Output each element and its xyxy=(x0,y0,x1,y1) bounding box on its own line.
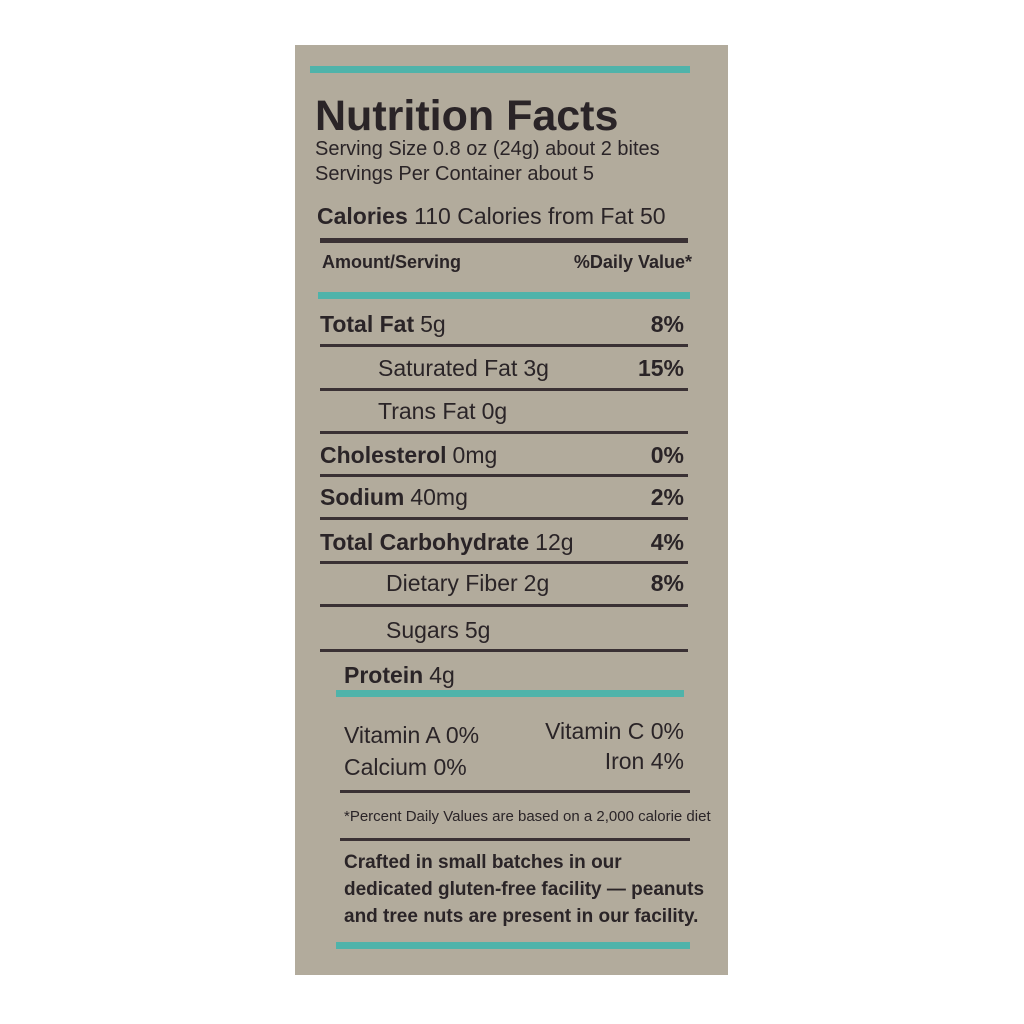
divider xyxy=(320,238,688,243)
teal-stripe xyxy=(336,942,690,949)
servings: Servings Per Container about 5 xyxy=(315,163,595,185)
nutrient-dv: 8% xyxy=(650,569,684,596)
teal-stripe xyxy=(318,292,690,299)
teal-stripe xyxy=(310,66,690,73)
statement-line: dedicated gluten-free facility — peanuts xyxy=(344,879,705,900)
vitamin: Calcium 0% xyxy=(344,754,467,781)
nutrient-amount: 5g xyxy=(464,616,491,643)
nutrient-row: Dietary Fiber 2g 8% xyxy=(320,566,684,600)
calories-from-fat: Calories from Fat 50 xyxy=(457,203,666,229)
nutrient-row: Sodium 40mg 2% xyxy=(320,480,684,514)
calories-value: 110 xyxy=(414,203,451,229)
nutrient-dv: 2% xyxy=(650,483,684,510)
nutrient-row: Cholesterol 0mg 0% xyxy=(320,438,684,472)
calories: Calories 110 Calories from Fat 50 xyxy=(317,203,666,230)
nutrient-dv: 4% xyxy=(650,528,684,555)
divider xyxy=(320,344,688,347)
divider xyxy=(340,790,690,793)
nutrient-amount: 2g xyxy=(523,569,550,596)
divider xyxy=(320,474,688,477)
divider xyxy=(320,388,688,391)
footnote: *Percent Daily Values are based on a 2,0… xyxy=(344,808,711,825)
nutrient-amount: 0g xyxy=(481,397,508,424)
divider xyxy=(320,649,688,652)
nutrient-name: Cholesterol xyxy=(320,441,447,468)
label-panel xyxy=(295,45,728,975)
nutrient-row: Saturated Fat 3g 15% xyxy=(320,351,684,385)
nutrient-dv: 8% xyxy=(650,310,684,337)
nutrient-row: Total Fat 5g 8% xyxy=(320,307,684,341)
title: Nutrition Facts xyxy=(315,92,619,140)
vitamin-dv: 0% xyxy=(650,718,684,744)
nutrient-row: Total Carbohydrate 12g 4% xyxy=(320,525,684,559)
nutrient-name: Dietary Fiber xyxy=(386,569,518,596)
nutrient-row: Trans Fat 0g xyxy=(320,394,684,428)
divider xyxy=(320,517,688,520)
vitamin-dv: 0% xyxy=(445,722,480,748)
serving-size: Serving Size 0.8 oz (24g) about 2 bites xyxy=(315,138,660,160)
calories-label: Calories xyxy=(317,203,408,229)
vitamin-name: Vitamin C xyxy=(545,718,645,744)
nutrient-name: Sodium xyxy=(320,483,405,510)
nutrient-name: Sugars xyxy=(386,616,459,643)
divider xyxy=(320,431,688,434)
vitamin: Vitamin A 0% xyxy=(344,722,479,749)
header-dv: %Daily Value* xyxy=(573,252,692,272)
nutrient-name: Total Carbohydrate xyxy=(320,528,530,555)
nutrient-name: Trans Fat xyxy=(378,397,476,424)
nutrient-name: Total Fat xyxy=(320,310,415,337)
nutrient-name: Protein xyxy=(344,661,424,688)
vitamin-dv: 4% xyxy=(650,748,684,774)
nutrient-amount: 3g xyxy=(523,354,549,381)
vitamin: Iron 4% xyxy=(605,748,684,775)
divider xyxy=(320,561,688,564)
statement-line: Crafted in small batches in our xyxy=(344,852,622,873)
nutrient-amount: 5g xyxy=(420,310,446,337)
teal-stripe xyxy=(336,690,684,697)
divider xyxy=(320,604,688,607)
vitamin-name: Iron xyxy=(604,748,645,774)
nutrient-amount: 0mg xyxy=(452,441,498,468)
nutrient-amount: 4g xyxy=(429,661,455,688)
nutrient-amount: 12g xyxy=(535,528,574,555)
nutrient-dv: 0% xyxy=(650,441,684,468)
vitamin-name: Calcium xyxy=(344,754,428,780)
vitamin-dv: 0% xyxy=(433,754,467,780)
statement-line: and tree nuts are present in our facilit… xyxy=(344,906,699,927)
nutrient-dv: 15% xyxy=(637,354,684,381)
divider xyxy=(340,838,690,841)
nutrient-row: Protein 4g xyxy=(344,658,684,692)
header-amount: Amount/Serving xyxy=(322,252,462,272)
vitamin-name: Vitamin A xyxy=(344,722,440,748)
nutrient-name: Saturated Fat xyxy=(378,354,518,381)
vitamin: Vitamin C 0% xyxy=(545,718,684,745)
nutrient-row: Sugars 5g xyxy=(320,613,684,647)
nutrient-amount: 40mg xyxy=(410,483,468,510)
